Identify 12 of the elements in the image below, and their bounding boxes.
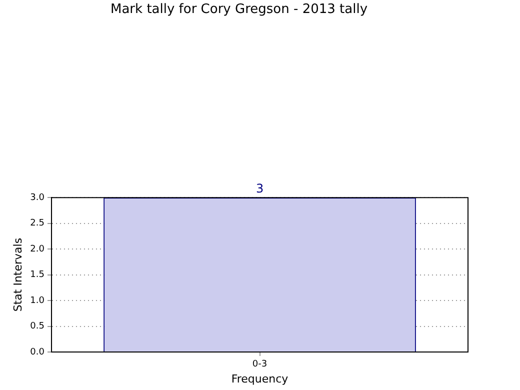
y-tick-label: 1.0 [30, 296, 45, 306]
x-axis-title: Frequency [231, 372, 289, 386]
y-tick-label: 3.0 [30, 192, 45, 203]
y-tick-label: 2.0 [30, 244, 45, 254]
y-tick-label: 2.5 [30, 218, 45, 229]
chart-title: Mark tally for Cory Gregson - 2013 tally [110, 2, 368, 18]
y-tick-label: 0.0 [30, 347, 45, 358]
y-tick-label: 0.5 [30, 322, 45, 332]
x-tick-label: 0-3 [252, 360, 268, 370]
y-tick-label: 1.5 [30, 270, 45, 280]
data-label: 3 [256, 182, 264, 196]
y-axis-title: Stat Intervals [11, 238, 24, 312]
